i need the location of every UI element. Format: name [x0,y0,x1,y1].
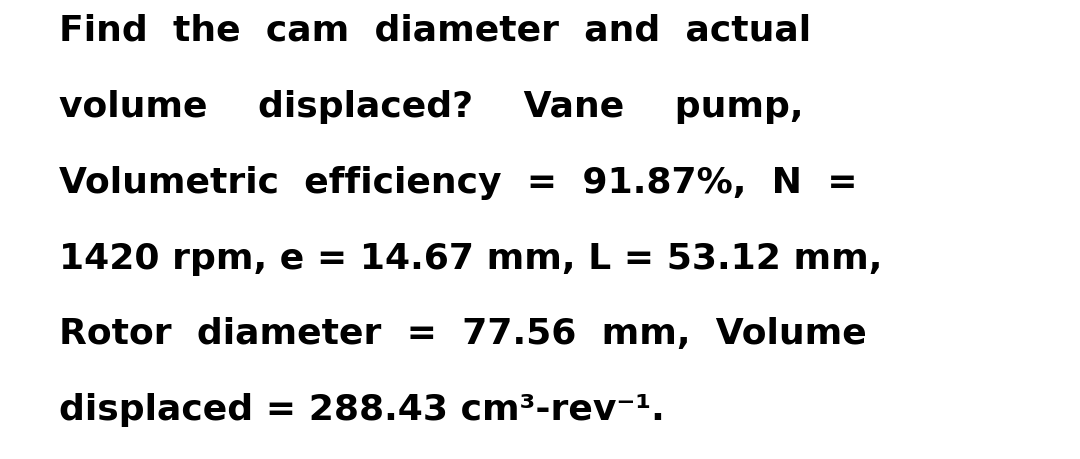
Text: Rotor  diameter  =  77.56  mm,  Volume: Rotor diameter = 77.56 mm, Volume [59,317,867,351]
Text: Volumetric  efficiency  =  91.87%,  N  =: Volumetric efficiency = 91.87%, N = [59,165,858,199]
Text: 1420 rpm, e = 14.67 mm, L = 53.12 mm,: 1420 rpm, e = 14.67 mm, L = 53.12 mm, [59,241,882,275]
Text: displaced = 288.43 cm³-rev⁻¹.: displaced = 288.43 cm³-rev⁻¹. [59,392,665,426]
Text: volume    displaced?    Vane    pump,: volume displaced? Vane pump, [59,90,804,123]
Text: Find  the  cam  diameter  and  actual: Find the cam diameter and actual [59,14,811,48]
